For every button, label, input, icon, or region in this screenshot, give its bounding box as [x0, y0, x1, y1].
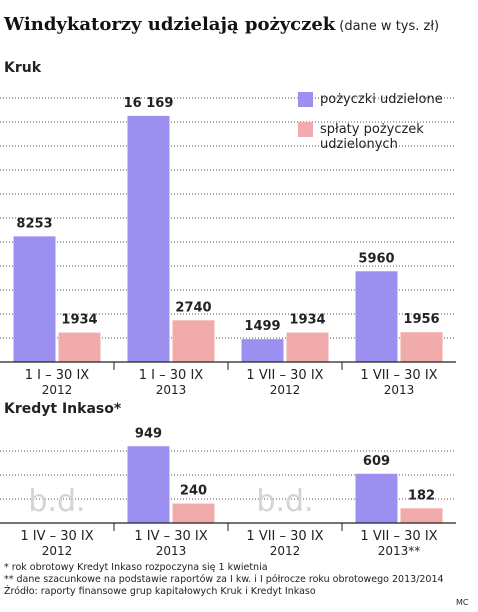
bar	[355, 271, 398, 362]
value-label: 182	[408, 488, 435, 503]
x-tick-label: 2012	[270, 383, 301, 397]
value-label: 1956	[403, 312, 439, 327]
x-tick-label: 1 VII – 30 IX	[360, 368, 437, 383]
note: ** dane szacunkowe na podstawie raportów…	[4, 574, 444, 585]
title: Windykatorzy udzielają pożyczek	[4, 14, 336, 35]
legend-label: pożyczki udzielone	[320, 92, 443, 107]
note: Źródło: raporty finansowe grup kapitałow…	[4, 586, 316, 597]
subtitle: (dane w tys. zł)	[339, 19, 440, 34]
x-tick-label: 2013	[156, 544, 187, 558]
panel-title: Kruk	[4, 60, 42, 76]
x-tick-label: 1 VII – 30 IX	[360, 529, 437, 544]
x-tick-label: 1 IV – 30 IX	[134, 529, 207, 544]
value-label: 240	[180, 484, 207, 499]
notes: * rok obrotowy Kredyt Inkaso rozpoczyna …	[4, 562, 444, 598]
bar	[172, 320, 215, 362]
value-label: 5960	[358, 251, 394, 266]
legend-swatch	[298, 122, 313, 137]
legend-swatch	[298, 92, 313, 107]
bar	[172, 503, 215, 523]
no-data-label: b.d.	[28, 484, 85, 519]
value-label: 1934	[61, 313, 97, 328]
x-tick-label: 1 VII – 30 IX	[246, 529, 323, 544]
value-label: 609	[363, 454, 390, 469]
value-label: 949	[135, 426, 162, 441]
bar	[127, 115, 170, 362]
value-label: 1934	[289, 313, 325, 328]
bar	[355, 473, 398, 523]
x-tick-label: 2013	[156, 383, 187, 397]
header: Windykatorzy udzielają pożyczek (dane w t…	[4, 14, 439, 35]
panel-title: Kredyt Inkaso*	[4, 401, 122, 417]
value-label: 2740	[175, 300, 211, 315]
x-tick-label: 2012	[42, 544, 73, 558]
x-tick-label: 2013**	[378, 544, 421, 558]
value-label: 16 169	[124, 96, 174, 111]
x-tick-label: 1 I – 30 IX	[25, 368, 90, 383]
bar	[58, 332, 101, 362]
x-tick-label: 2012	[270, 544, 301, 558]
x-tick-label: 1 IV – 30 IX	[20, 529, 93, 544]
bar	[241, 339, 284, 362]
bar	[13, 236, 56, 362]
x-tick-label: 1 VII – 30 IX	[246, 368, 323, 383]
bar	[400, 508, 443, 523]
bar	[400, 332, 443, 362]
x-tick-label: 2012	[42, 383, 73, 397]
no-data-label: b.d.	[256, 484, 313, 519]
bar	[286, 332, 329, 362]
legend-label: spłaty pożyczek udzielonych	[320, 122, 424, 152]
value-label: 8253	[16, 216, 52, 231]
x-tick-label: 1 I – 30 IX	[139, 368, 204, 383]
value-label: 1499	[244, 319, 280, 334]
note: * rok obrotowy Kredyt Inkaso rozpoczyna …	[4, 562, 268, 573]
credit: MC	[456, 598, 469, 607]
x-tick-label: 2013	[384, 383, 415, 397]
bar	[127, 446, 170, 523]
